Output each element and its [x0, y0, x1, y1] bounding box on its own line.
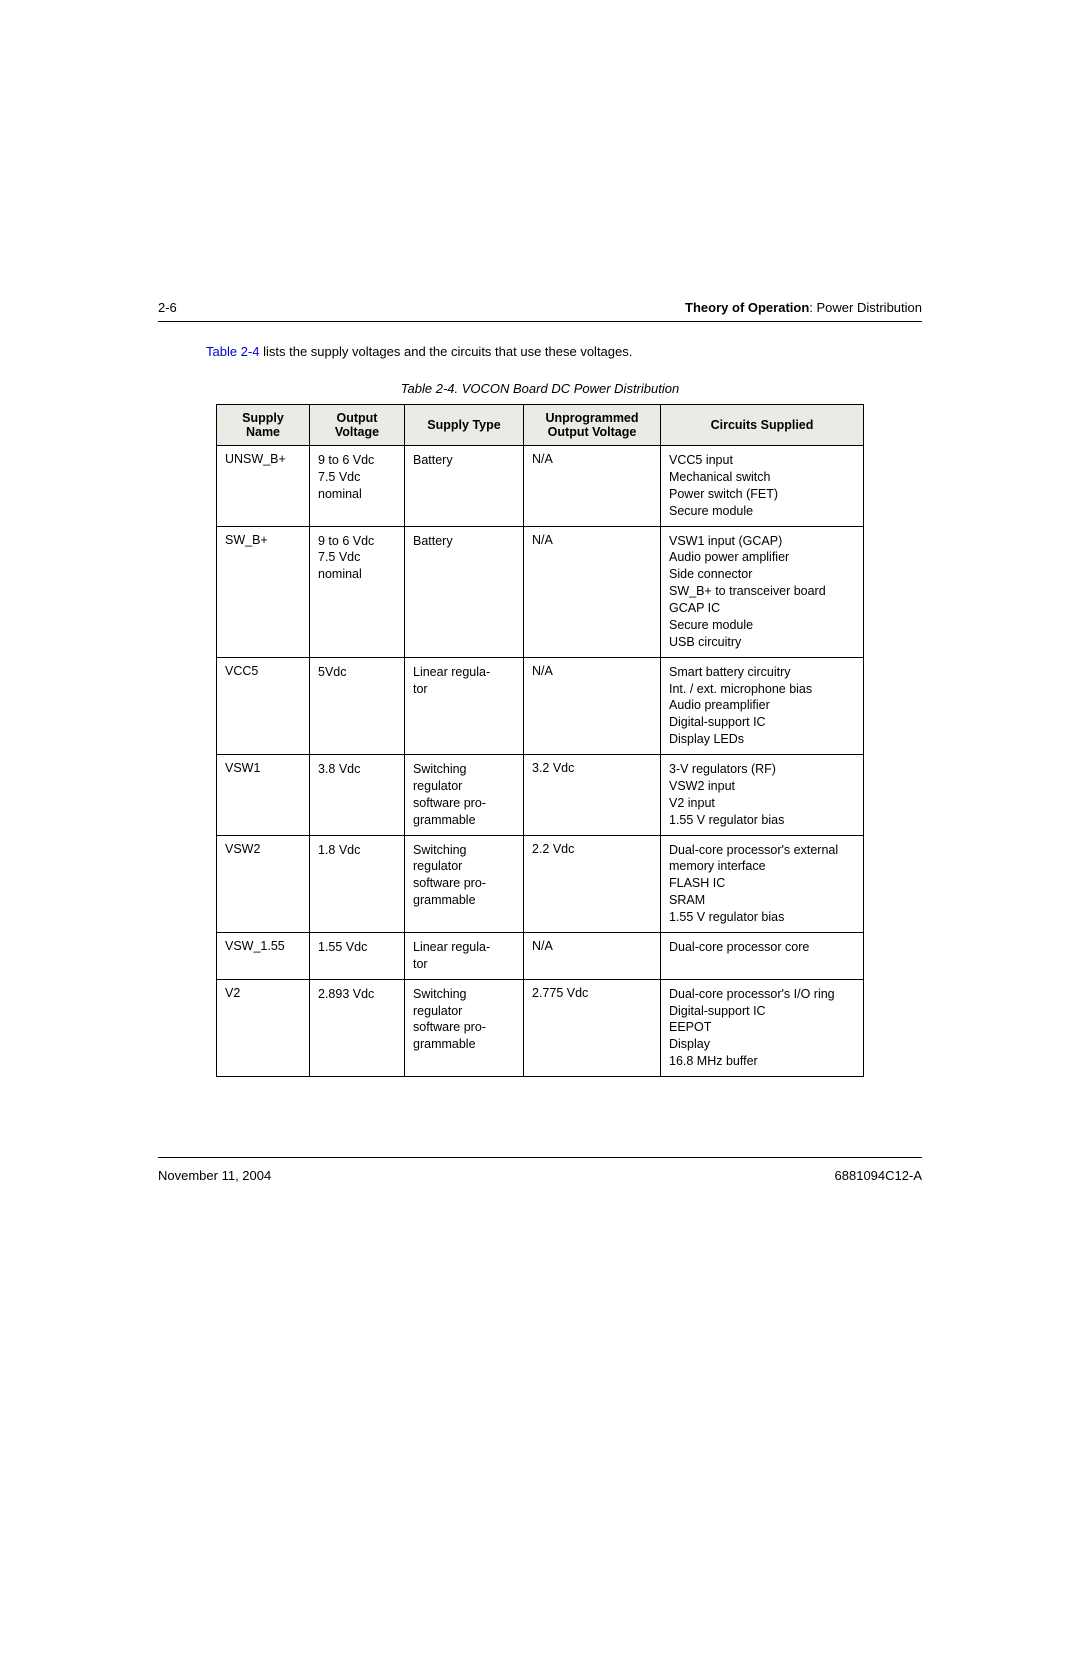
cell-circuits: VCC5 inputMechanical switchPower switch … [661, 446, 864, 527]
cell-circuits: 3-V regulators (RF)VSW2 inputV2 input1.5… [661, 755, 864, 836]
cell-supply-name: VSW2 [217, 835, 310, 932]
table-row: V22.893 VdcSwitchingregulatorsoftware pr… [217, 979, 864, 1076]
table-row: VSW_1.551.55 VdcLinear regula-torN/ADual… [217, 932, 864, 979]
col-header-unprogrammed: Unprogrammed Output Voltage [524, 405, 661, 446]
cell-output-voltage: 9 to 6 Vdc7.5 Vdcnominal [310, 446, 405, 527]
cell-circuits: VSW1 input (GCAP)Audio power amplifierSi… [661, 526, 864, 657]
cell-supply-name: VSW1 [217, 755, 310, 836]
cell-supply-type: Battery [405, 526, 524, 657]
cell-unprogrammed: 2.2 Vdc [524, 835, 661, 932]
cell-unprogrammed: N/A [524, 657, 661, 754]
cell-circuits: Dual-core processor's externalmemory int… [661, 835, 864, 932]
table-caption: Table 2-4. VOCON Board DC Power Distribu… [158, 381, 922, 396]
table-header-row: Supply Name Output Voltage Supply Type U… [217, 405, 864, 446]
cell-supply-name: VSW_1.55 [217, 932, 310, 979]
cell-unprogrammed: N/A [524, 932, 661, 979]
table-row: UNSW_B+9 to 6 Vdc7.5 VdcnominalBatteryN/… [217, 446, 864, 527]
section-title: Theory of Operation: Power Distribution [685, 300, 922, 315]
col-header-output-voltage: Output Voltage [310, 405, 405, 446]
cell-supply-type: Switchingregulatorsoftware pro-grammable [405, 979, 524, 1076]
cell-circuits: Smart battery circuitryInt. / ext. micro… [661, 657, 864, 754]
cell-output-voltage: 1.55 Vdc [310, 932, 405, 979]
intro-paragraph: Table 2-4 lists the supply voltages and … [206, 344, 922, 359]
cell-supply-name: V2 [217, 979, 310, 1076]
col-header-supply-name: Supply Name [217, 405, 310, 446]
section-title-bold: Theory of Operation [685, 300, 809, 315]
cell-unprogrammed: 2.775 Vdc [524, 979, 661, 1076]
cell-unprogrammed: N/A [524, 526, 661, 657]
cell-supply-type: Switchingregulatorsoftware pro-grammable [405, 835, 524, 932]
cell-output-voltage: 9 to 6 Vdc7.5 Vdcnominal [310, 526, 405, 657]
cell-circuits: Dual-core processor core [661, 932, 864, 979]
header-rule [158, 321, 922, 322]
table-row: VSW21.8 VdcSwitchingregulatorsoftware pr… [217, 835, 864, 932]
cell-supply-name: VCC5 [217, 657, 310, 754]
table-row: SW_B+9 to 6 Vdc7.5 VdcnominalBatteryN/AV… [217, 526, 864, 657]
table-row: VCC55VdcLinear regula-torN/ASmart batter… [217, 657, 864, 754]
footer-date: November 11, 2004 [158, 1168, 271, 1183]
col-header-circuits: Circuits Supplied [661, 405, 864, 446]
cell-supply-name: UNSW_B+ [217, 446, 310, 527]
footer-doc-id: 6881094C12-A [835, 1168, 922, 1183]
cell-supply-name: SW_B+ [217, 526, 310, 657]
cell-unprogrammed: N/A [524, 446, 661, 527]
power-distribution-table: Supply Name Output Voltage Supply Type U… [216, 404, 864, 1077]
col-header-supply-type: Supply Type [405, 405, 524, 446]
cell-supply-type: Linear regula-tor [405, 657, 524, 754]
cell-unprogrammed: 3.2 Vdc [524, 755, 661, 836]
cell-circuits: Dual-core processor's I/O ringDigital-su… [661, 979, 864, 1076]
table-reference-link[interactable]: Table 2-4 [206, 344, 259, 359]
page-header: 2-6 Theory of Operation: Power Distribut… [158, 300, 922, 321]
page-footer: November 11, 2004 6881094C12-A [158, 1157, 922, 1183]
cell-supply-type: Switchingregulatorsoftware pro-grammable [405, 755, 524, 836]
cell-supply-type: Battery [405, 446, 524, 527]
cell-output-voltage: 3.8 Vdc [310, 755, 405, 836]
page-number: 2-6 [158, 300, 177, 315]
cell-supply-type: Linear regula-tor [405, 932, 524, 979]
cell-output-voltage: 2.893 Vdc [310, 979, 405, 1076]
cell-output-voltage: 5Vdc [310, 657, 405, 754]
footer-rule [158, 1157, 922, 1158]
intro-text: lists the supply voltages and the circui… [259, 344, 632, 359]
cell-output-voltage: 1.8 Vdc [310, 835, 405, 932]
table-row: VSW13.8 VdcSwitchingregulatorsoftware pr… [217, 755, 864, 836]
section-title-rest: : Power Distribution [809, 300, 922, 315]
